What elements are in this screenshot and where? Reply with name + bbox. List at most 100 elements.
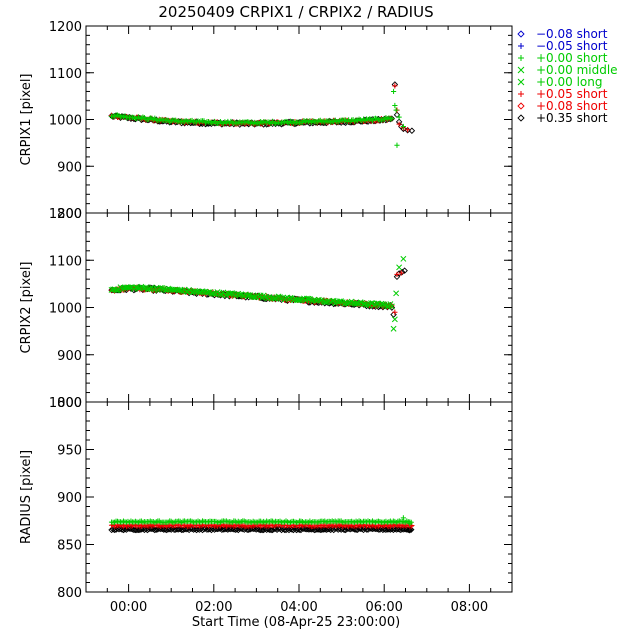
data-point [400, 515, 406, 521]
data-point [145, 525, 153, 533]
data-point [374, 300, 380, 307]
panels: 800 900 1000 1100 1200 CRPIX1 [pixel] 800 900 10… [19, 20, 513, 601]
data-point [400, 255, 407, 262]
data-point [517, 102, 525, 110]
data-point [258, 526, 266, 534]
legend-entry: +0.00 long [517, 75, 603, 89]
data-point [393, 290, 400, 297]
data-point [382, 526, 390, 534]
legend-label: −0.05 short [536, 39, 608, 53]
data-point [388, 303, 395, 310]
data-point [269, 526, 276, 534]
data-point [183, 288, 190, 295]
y-tick-label: 1200 [49, 20, 82, 35]
data-point [394, 271, 400, 278]
data-point [517, 66, 525, 74]
data-point [396, 114, 402, 120]
data-point [271, 295, 278, 302]
data-point [394, 142, 400, 148]
legend-entry: +0.05 short [518, 87, 608, 101]
y-tick-label: 1000 [49, 302, 82, 317]
data-point [245, 292, 252, 299]
data-point [151, 526, 159, 534]
data-point [405, 526, 412, 534]
data-point [408, 526, 415, 533]
legend-entry: +0.08 short [517, 99, 608, 113]
data-point [391, 316, 398, 323]
data-point [166, 525, 173, 533]
data-point [288, 526, 296, 533]
data-point [517, 114, 525, 122]
data-point [357, 299, 364, 306]
data-point [281, 526, 288, 534]
data-point [392, 102, 398, 109]
series-1 [108, 270, 404, 315]
series-2 [108, 255, 407, 332]
y-tick-label: 1000 [49, 114, 82, 129]
data-point [285, 526, 293, 534]
data-point [275, 293, 282, 300]
data-point [185, 526, 193, 534]
y-tick-label: 850 [57, 539, 82, 554]
y-axis-label: CRPIX2 [pixel] [19, 261, 34, 353]
legend-label: +0.08 short [536, 99, 608, 113]
data-point [318, 526, 326, 533]
legend-entry: −0.08 short [517, 27, 608, 41]
legend: −0.08 short−0.05 short+0.00 short+0.00 m… [517, 27, 618, 125]
panel-radius: 800 850 900 950 1000 RADIUS [pixel] [19, 396, 513, 601]
data-point [305, 295, 312, 302]
data-point [211, 291, 218, 298]
y-tick-label: 800 [57, 207, 82, 222]
x-tick-label: 06:00 [365, 600, 402, 615]
data-point [262, 294, 269, 300]
data-point [392, 83, 398, 89]
legend-label: +0.00 short [536, 51, 608, 65]
data-point [518, 43, 524, 49]
data-point [360, 526, 367, 534]
data-point [287, 294, 294, 301]
y-tick-label: 1200 [49, 207, 82, 222]
y-tick-label: 950 [57, 444, 82, 459]
data-point [227, 290, 234, 297]
data-point [312, 526, 320, 534]
data-point [518, 55, 524, 61]
y-tick-label: 800 [57, 586, 82, 601]
data-point [220, 526, 227, 533]
data-point [390, 311, 397, 318]
legend-entry: +0.00 short [518, 51, 608, 65]
data-point [396, 121, 402, 127]
data-point [273, 526, 281, 533]
data-point [323, 526, 330, 534]
legend-label: −0.08 short [536, 27, 608, 41]
y-axis-label: CRPIX1 [pixel] [19, 73, 34, 165]
legend-label: +0.35 short [536, 111, 608, 125]
data-point [275, 525, 282, 532]
data-point [392, 309, 398, 315]
y-tick-label: 1000 [49, 396, 82, 411]
data-point [162, 287, 169, 294]
y-tick-label: 900 [57, 349, 82, 364]
series-2 [108, 515, 414, 527]
x-tick-label: 02:00 [195, 600, 232, 615]
panel-frame [85, 212, 513, 403]
data-point [398, 268, 406, 276]
data-point [401, 267, 408, 274]
data-point [293, 526, 300, 534]
x-tick-label: 08:00 [451, 600, 488, 615]
data-point [407, 521, 413, 527]
y-axis-label: RADIUS [pixel] [19, 450, 34, 544]
x-tick-labels: 00:00 02:00 04:00 06:00 08:00 [110, 600, 488, 615]
x-tick-label: 04:00 [280, 600, 317, 615]
data-point [517, 78, 525, 86]
y-tick-label: 800 [57, 396, 82, 411]
data-point [393, 107, 399, 113]
panel-crpix1: 800 900 1000 1100 1200 CRPIX1 [pixel] [19, 20, 513, 222]
data-point [518, 91, 524, 97]
data-point [120, 526, 127, 534]
series-2 [108, 88, 406, 148]
data-point [375, 526, 382, 533]
data-point [398, 270, 404, 276]
data-point [203, 526, 211, 533]
legend-entry: +0.35 short [517, 111, 608, 125]
